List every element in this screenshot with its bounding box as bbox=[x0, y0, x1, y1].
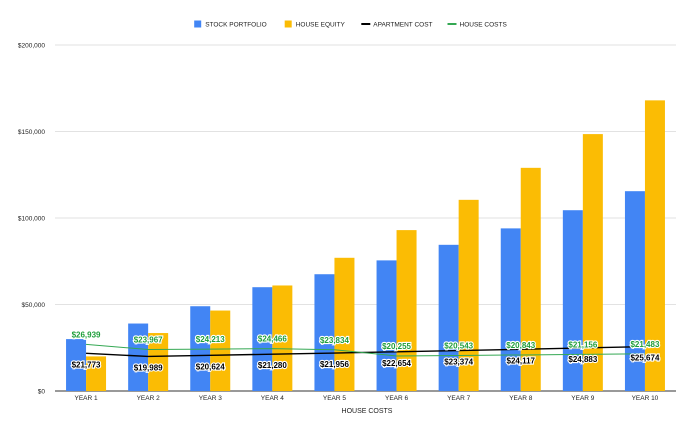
stock-portfolio-bar bbox=[252, 287, 273, 391]
house-equity-bar bbox=[86, 356, 107, 391]
x-tick-label: YEAR 8 bbox=[509, 395, 533, 402]
apartment-cost-label: $25,674 bbox=[630, 354, 659, 363]
apartment-cost-label: $19,989 bbox=[134, 363, 163, 372]
house-equity-bar bbox=[458, 199, 479, 391]
house-costs-label: $24,213 bbox=[196, 335, 225, 344]
x-tick-label: YEAR 3 bbox=[199, 395, 223, 402]
stock-portfolio-bar bbox=[66, 339, 87, 391]
lines bbox=[86, 343, 645, 358]
legend-label: HOUSE COSTS bbox=[460, 21, 508, 28]
stock-portfolio-bar bbox=[624, 191, 645, 391]
house-equity-bar bbox=[644, 100, 665, 392]
apartment-cost-label: $24,117 bbox=[507, 356, 536, 365]
stock-portfolio-bar bbox=[438, 244, 459, 391]
stock-portfolio-bar bbox=[376, 260, 397, 391]
legend-label: APARTMENT COST bbox=[373, 21, 432, 28]
x-tick-label: YEAR 10 bbox=[632, 395, 659, 402]
stock-portfolio-bar bbox=[500, 228, 521, 391]
x-tick-label: YEAR 5 bbox=[323, 395, 347, 402]
x-axis-title: HOUSE COSTS bbox=[342, 408, 393, 415]
house-equity-bar bbox=[582, 134, 603, 391]
y-tick-label: $100,000 bbox=[18, 216, 45, 223]
apartment-cost-label: $21,773 bbox=[72, 360, 101, 369]
house-costs-label: $26,939 bbox=[72, 330, 101, 339]
legend-label: STOCK PORTFOLIO bbox=[205, 21, 267, 28]
house-costs-label: $20,843 bbox=[506, 341, 535, 350]
apartment-cost-label: $20,624 bbox=[196, 362, 225, 371]
x-tick-label: YEAR 7 bbox=[447, 395, 471, 402]
bars bbox=[66, 100, 665, 392]
stock-portfolio-bar bbox=[562, 210, 583, 391]
apartment-cost-label: $21,280 bbox=[258, 361, 287, 370]
stock-portfolio-bar bbox=[314, 274, 335, 391]
legend-label: HOUSE EQUITY bbox=[296, 21, 346, 28]
house-equity-bar bbox=[334, 257, 355, 391]
x-axis: YEAR 1 YEAR 2 YEAR 3 YEAR 4 YEAR 5 YEAR 6 YEAR… bbox=[74, 395, 658, 402]
apartment-cost-label: $23,374 bbox=[444, 358, 473, 367]
house-costs-label: $20,543 bbox=[444, 341, 473, 350]
house-equity-bar bbox=[520, 167, 541, 391]
house-costs-label: $21,156 bbox=[568, 340, 597, 349]
y-tick-label: $50,000 bbox=[22, 302, 46, 309]
x-tick-label: YEAR 6 bbox=[385, 395, 409, 402]
x-tick-label: YEAR 4 bbox=[261, 395, 285, 402]
data-labels: $21,773 $19,989 $20,624 $21,280 $21,956 $22,6… bbox=[70, 329, 661, 373]
house-costs-label: $21,483 bbox=[630, 340, 659, 349]
apartment-cost-label: $24,883 bbox=[568, 355, 597, 364]
x-tick-label: YEAR 2 bbox=[137, 395, 161, 402]
x-tick-label: YEAR 1 bbox=[74, 395, 98, 402]
stock-portfolio-bar bbox=[190, 306, 211, 391]
house-costs-label: $20,255 bbox=[382, 342, 411, 351]
legend: STOCK PORTFOLIO HOUSE EQUITY APARTMENT COS… bbox=[194, 20, 508, 28]
house-costs-label: $23,834 bbox=[320, 336, 349, 345]
y-tick-label: $150,000 bbox=[18, 129, 45, 136]
house-equity-bar bbox=[272, 285, 293, 391]
apartment-cost-label: $21,956 bbox=[320, 360, 349, 369]
house-costs-label: $23,967 bbox=[134, 336, 163, 345]
x-tick-label: YEAR 9 bbox=[571, 395, 595, 402]
y-axis: $0 $50,000 $100,000 $150,000 $200,000 bbox=[18, 43, 46, 396]
house-equity-bar bbox=[396, 230, 417, 391]
house-costs-line bbox=[86, 343, 645, 357]
house-equity-bar bbox=[210, 310, 231, 391]
house-costs-label: $24,466 bbox=[258, 335, 287, 344]
house-equity-bar bbox=[148, 333, 169, 391]
stock-portfolio-bar bbox=[128, 323, 149, 391]
y-tick-label: $200,000 bbox=[18, 43, 45, 50]
apartment-cost-label: $22,654 bbox=[382, 359, 411, 368]
legend-swatch bbox=[284, 20, 292, 28]
y-tick-label: $0 bbox=[38, 389, 46, 396]
legend-swatch bbox=[194, 20, 202, 28]
